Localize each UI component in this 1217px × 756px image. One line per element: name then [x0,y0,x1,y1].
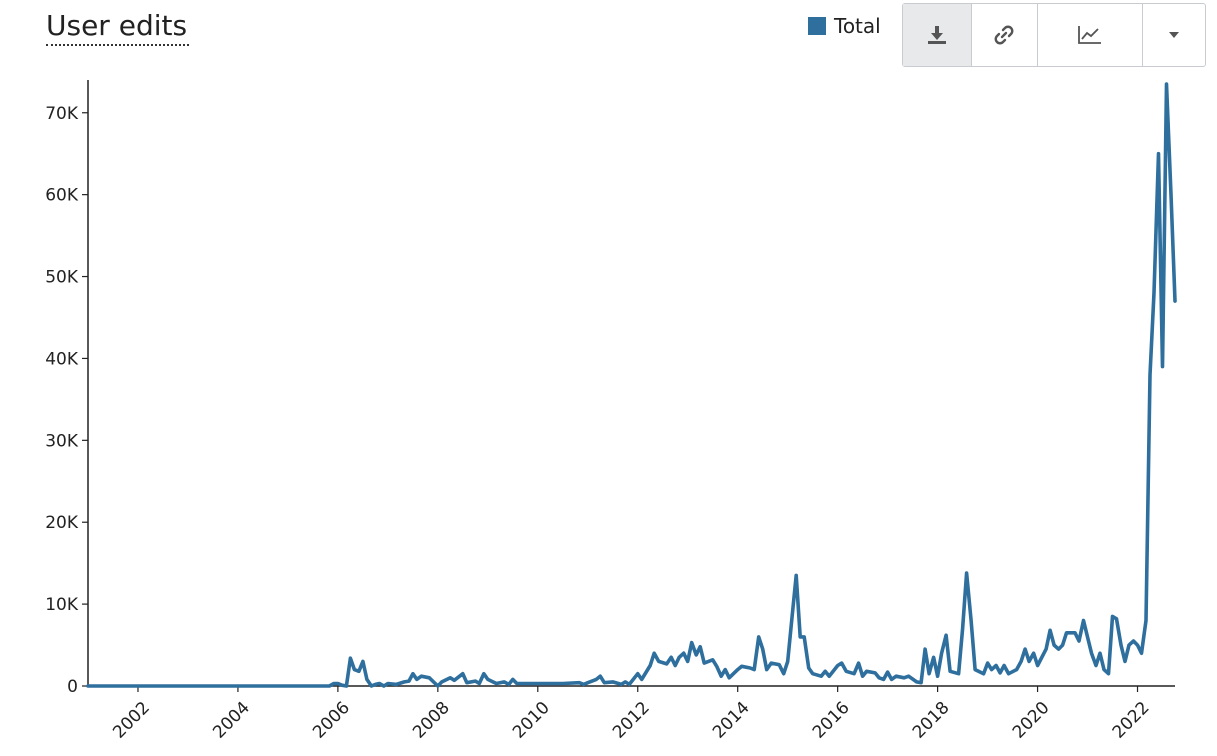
x-axis: 2002 2004 2006 2008 2010 2012 2014 2016 2018 2020… [109,686,1154,743]
y-tick-label: 60K [45,186,79,206]
y-tick-label: 10K [45,595,79,615]
x-tick-label: 2004 [209,698,254,743]
caret-down-icon [1169,32,1180,38]
x-tick-label: 2012 [609,698,654,743]
x-tick-label: 2008 [409,698,454,743]
chart-toolbar [902,3,1206,67]
download-icon [927,26,946,44]
legend[interactable]: Total [808,14,881,38]
legend-swatch [808,17,826,35]
y-tick-label: 20K [45,513,79,533]
chart-title: User edits [46,8,190,46]
series-layer [86,82,1177,688]
y-tick-label: 30K [45,431,79,451]
y-tick-label: 70K [45,104,79,124]
x-tick-label: 2006 [309,698,354,743]
x-tick-label: 2014 [709,698,754,743]
x-tick-label: 2020 [1009,698,1054,743]
chart-type-button[interactable] [1038,4,1144,66]
chart-axes [87,80,1175,687]
line-chart-icon [1078,26,1102,44]
link-button[interactable] [972,4,1039,66]
download-button[interactable] [903,4,972,66]
x-tick-label: 2002 [109,698,154,743]
x-tick-label: 2018 [909,698,954,743]
y-axis: 0 10K 20K 30K 40K 50K 60K 70K [45,104,88,697]
x-tick-label: 2010 [509,698,554,743]
series-line-total[interactable] [86,82,1177,688]
x-tick-label: 2022 [1109,698,1154,743]
y-tick-label: 0 [67,677,78,697]
y-tick-label: 40K [45,349,79,369]
more-options-button[interactable] [1143,4,1205,66]
link-icon [994,25,1014,45]
legend-label: Total [834,14,881,38]
x-tick-label: 2016 [809,698,854,743]
y-tick-label: 50K [45,268,79,288]
